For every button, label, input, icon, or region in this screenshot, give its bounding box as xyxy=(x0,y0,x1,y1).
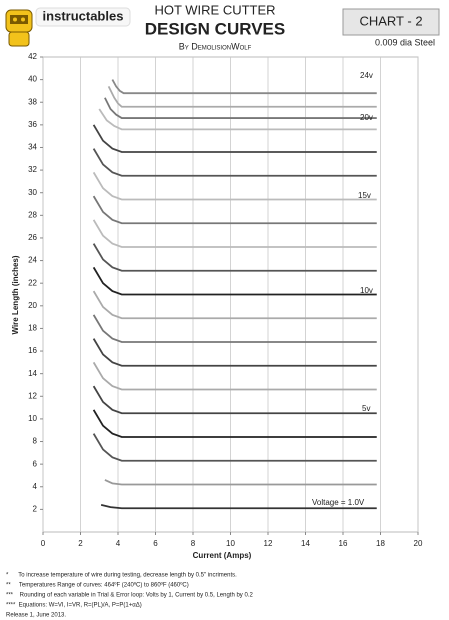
y-tick-label: 16 xyxy=(28,346,37,355)
curve xyxy=(92,148,377,177)
curve xyxy=(92,171,377,201)
y-tick-label: 22 xyxy=(28,278,37,287)
footnote: Release 1, June 2013. xyxy=(6,613,66,619)
y-tick-label: 6 xyxy=(33,459,38,468)
y-tick-label: 10 xyxy=(28,414,37,423)
material: 0.009 dia Steel xyxy=(375,37,435,47)
y-tick-label: 38 xyxy=(28,97,37,106)
y-tick-label: 30 xyxy=(28,188,37,197)
x-tick-label: 0 xyxy=(41,539,46,548)
curve xyxy=(92,361,377,391)
curve xyxy=(92,243,377,272)
curve xyxy=(92,314,377,343)
footnote: * To increase temperature of wire during… xyxy=(6,573,237,579)
y-tick-label: 4 xyxy=(33,482,38,491)
curve xyxy=(92,385,377,415)
curve xyxy=(111,79,377,95)
y-tick-label: 40 xyxy=(28,75,37,84)
curve xyxy=(92,266,377,296)
logo-text: instructables xyxy=(43,8,124,23)
y-tick-label: 20 xyxy=(28,301,37,310)
curve xyxy=(100,503,377,510)
annotation: 15v xyxy=(358,191,371,200)
x-tick-label: 16 xyxy=(339,539,348,548)
y-tick-label: 12 xyxy=(28,391,37,400)
curve xyxy=(92,219,377,248)
y-tick-label: 34 xyxy=(28,143,37,152)
footnote: *** Rounding of each variable in Trial &… xyxy=(6,593,253,599)
y-tick-label: 28 xyxy=(28,210,37,219)
x-tick-label: 6 xyxy=(153,539,158,548)
curve xyxy=(92,290,377,320)
x-tick-label: 18 xyxy=(376,539,385,548)
title: HOT WIRE CUTTER xyxy=(154,2,275,17)
curve xyxy=(92,195,377,225)
curve xyxy=(92,433,377,462)
y-tick-label: 8 xyxy=(33,437,38,446)
y-tick-label: 24 xyxy=(28,256,37,265)
x-tick-label: 12 xyxy=(264,539,273,548)
y-axis-label: Wire Length (inches) xyxy=(11,255,20,334)
annotation: 5v xyxy=(362,404,370,413)
y-tick-label: 18 xyxy=(28,324,37,333)
annotation: 24v xyxy=(360,71,373,80)
curve xyxy=(92,409,377,438)
x-tick-label: 20 xyxy=(414,539,423,548)
y-tick-label: 42 xyxy=(28,52,37,61)
footnote: **** Equations: W=VI, I=VR, R=(PL)/A, P=… xyxy=(6,603,142,609)
y-tick-label: 36 xyxy=(28,120,37,129)
curve xyxy=(92,338,377,367)
y-tick-label: 32 xyxy=(28,165,37,174)
logo xyxy=(2,4,131,47)
x-tick-label: 10 xyxy=(226,539,235,548)
annotation: Voltage = 1.0V xyxy=(312,498,365,507)
curve xyxy=(104,479,377,486)
footnote: ** Temperatures Range of curves: 464ºF (… xyxy=(6,582,189,589)
curve xyxy=(92,124,377,153)
footnotes: * To increase temperature of wire during… xyxy=(6,573,253,619)
annotation: 20v xyxy=(360,113,373,122)
x-tick-label: 2 xyxy=(78,539,83,548)
chart-label: CHART - 2 xyxy=(359,13,422,28)
curve xyxy=(107,86,377,108)
y-tick-label: 2 xyxy=(33,504,38,513)
x-tick-label: 8 xyxy=(191,539,196,548)
annotation: 10v xyxy=(360,286,373,295)
plot: 0 2 4 6 8 10 12 14 16 18 2024681012141618202224262… xyxy=(28,52,423,548)
x-axis-label: Current (Amps) xyxy=(193,551,252,560)
x-tick-label: 4 xyxy=(116,539,121,548)
curve xyxy=(98,108,377,131)
y-tick-label: 26 xyxy=(28,233,37,242)
x-tick-label: 14 xyxy=(301,539,310,548)
subtitle: DESIGN CURVES xyxy=(145,19,285,38)
curve xyxy=(104,97,377,119)
author: By DemolisionWolf xyxy=(179,41,252,51)
y-tick-label: 14 xyxy=(28,369,37,378)
chart-label-box xyxy=(342,8,440,36)
